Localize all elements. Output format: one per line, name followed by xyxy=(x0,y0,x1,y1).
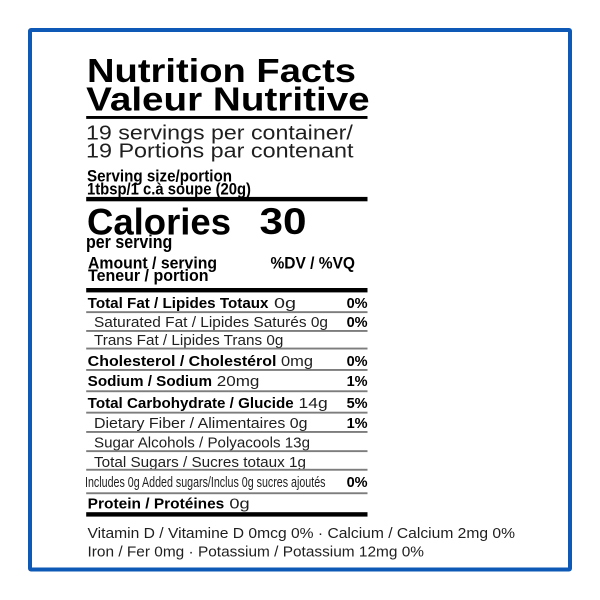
svg-text:0%: 0% xyxy=(347,354,368,370)
svg-text:19 Portions par contenant: 19 Portions par contenant xyxy=(86,140,354,163)
svg-text:Iron / Fer 0mg · Potassium / P: Iron / Fer 0mg · Potassium / Potassium 1… xyxy=(88,543,425,560)
svg-text:1%: 1% xyxy=(347,416,368,432)
svg-text:Amount / serving: Amount / serving xyxy=(88,255,217,273)
svg-text:Protein / Protéines: Protein / Protéines xyxy=(88,497,225,513)
svg-text:Calories: Calories xyxy=(87,202,231,243)
svg-text:per serving: per serving xyxy=(86,232,172,252)
svg-text:5%: 5% xyxy=(347,396,368,412)
svg-text:Sugar Alcohols / Polyacools 13: Sugar Alcohols / Polyacools 13g xyxy=(94,436,310,452)
svg-text:0g: 0g xyxy=(224,497,249,513)
svg-text:14g: 14g xyxy=(294,396,328,412)
svg-text:19 servings per container/: 19 servings per container/ xyxy=(86,122,353,145)
svg-text:Sodium / Sodium: Sodium / Sodium xyxy=(88,374,212,390)
svg-text:0mg: 0mg xyxy=(276,354,313,370)
svg-text:Trans Fat / Lipides Trans 0g: Trans Fat / Lipides Trans 0g xyxy=(94,333,283,349)
svg-text:0g: 0g xyxy=(269,296,297,312)
svg-text:Total Carbohydrate / Glucide: Total Carbohydrate / Glucide xyxy=(88,396,294,412)
svg-text:0%: 0% xyxy=(347,296,368,312)
svg-text:1tbsp/1 c.à soupe (20g): 1tbsp/1 c.à soupe (20g) xyxy=(87,179,251,198)
svg-text:%DV / %VQ: %DV / %VQ xyxy=(271,255,356,273)
svg-text:Teneur / portion: Teneur / portion xyxy=(88,267,209,285)
svg-text:30: 30 xyxy=(260,201,307,242)
svg-text:Vitamin D / Vitamine D 0mcg 0%: Vitamin D / Vitamine D 0mcg 0% · Calcium… xyxy=(88,525,516,542)
svg-text:0%: 0% xyxy=(347,475,368,491)
svg-text:Total Sugars / Sucres totaux 1: Total Sugars / Sucres totaux 1g xyxy=(94,455,306,471)
svg-text:Valeur Nutritive: Valeur Nutritive xyxy=(86,81,370,118)
svg-text:0%: 0% xyxy=(347,315,368,331)
svg-text:Includes 0g Added sugars/Inclu: Includes 0g Added sugars/Inclus 0g sucre… xyxy=(85,475,326,491)
svg-text:Total Fat / Lipides Totaux: Total Fat / Lipides Totaux xyxy=(88,296,269,312)
svg-text:Nutrition Facts: Nutrition Facts xyxy=(87,52,356,89)
svg-text:Dietary Fiber / Alimentaires 0: Dietary Fiber / Alimentaires 0g xyxy=(94,416,308,432)
svg-text:Serving size/portion: Serving size/portion xyxy=(87,167,232,186)
svg-text:Cholesterol / Cholestérol: Cholesterol / Cholestérol xyxy=(88,354,277,370)
svg-text:Saturated Fat / Lipides Saturé: Saturated Fat / Lipides Saturés 0g xyxy=(94,315,328,331)
svg-text:1%: 1% xyxy=(347,374,368,390)
svg-text:20mg: 20mg xyxy=(212,374,259,390)
